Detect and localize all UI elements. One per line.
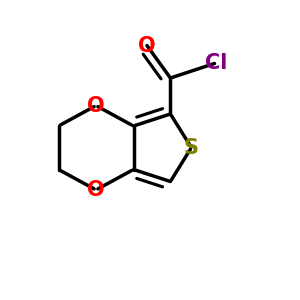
Text: S: S	[184, 138, 199, 158]
Text: Cl: Cl	[205, 53, 227, 73]
Text: O: O	[87, 180, 105, 200]
Text: O: O	[87, 96, 105, 116]
Text: O: O	[138, 36, 156, 56]
